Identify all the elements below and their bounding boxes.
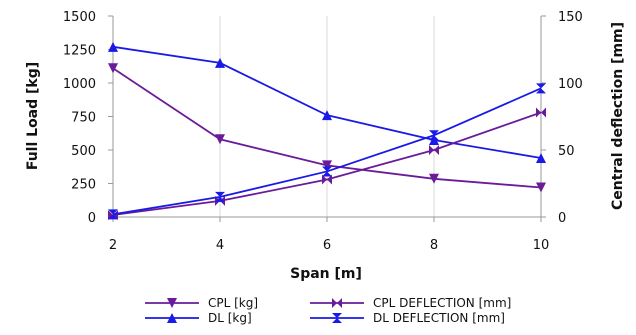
legend-label: DL DEFLECTION [mm] (373, 311, 505, 325)
data-point (429, 130, 439, 141)
left-y-tick-label: 500 (71, 144, 96, 159)
right-y-tick-label: 0 (558, 211, 566, 226)
legend-marker (167, 298, 177, 308)
data-point (322, 166, 332, 177)
left-y-tick-label: 1500 (63, 10, 96, 25)
data-point (322, 110, 332, 121)
x-tick-label: 10 (533, 238, 550, 253)
legend-marker (167, 313, 177, 323)
left-y-tick-label: 1000 (63, 77, 96, 92)
left-y-axis-title: Full Load [kg] (25, 62, 41, 170)
x-tick-label: 4 (216, 238, 224, 253)
series-0 (108, 63, 546, 193)
data-point (322, 160, 332, 171)
legend-item-0: CPL [kg] (145, 296, 258, 310)
data-point (429, 173, 439, 184)
right-y-tick-label: 150 (558, 10, 583, 25)
data-point (108, 209, 118, 220)
right-y-tick-label: 50 (558, 144, 575, 159)
data-point (536, 83, 546, 94)
left-y-tick-label: 250 (71, 178, 96, 193)
data-point (108, 63, 118, 74)
data-point (108, 41, 118, 52)
left-y-tick-label: 0 (88, 211, 96, 226)
legend-label: CPL [kg] (208, 296, 258, 310)
left-y-tick-label: 750 (71, 111, 96, 126)
data-point (215, 191, 225, 202)
data-point (536, 182, 546, 193)
series-1 (108, 41, 546, 164)
x-tick-label: 8 (430, 238, 438, 253)
left-y-tick-label: 1250 (63, 44, 96, 59)
data-point (536, 107, 546, 118)
legend-item-3: DL DEFLECTION [mm] (310, 311, 505, 325)
data-point (429, 145, 439, 155)
data-point (215, 134, 225, 145)
legend-label: CPL DEFLECTION [mm] (373, 296, 511, 310)
legend-marker (332, 313, 342, 323)
legend-item-2: CPL DEFLECTION [mm] (310, 296, 511, 310)
data-point (322, 174, 332, 185)
x-tick-label: 6 (323, 238, 331, 253)
legend-label: DL [kg] (208, 311, 252, 325)
data-point (536, 153, 546, 164)
right-y-axis-title: Central deflection [mm] (610, 22, 626, 210)
x-axis-title: Span [m] (290, 266, 362, 282)
data-point (215, 57, 225, 68)
series-layer (108, 41, 546, 220)
legend-item-1: DL [kg] (145, 311, 252, 325)
legend-marker (332, 298, 342, 308)
right-y-tick-label: 100 (558, 77, 583, 92)
x-tick-label: 2 (109, 238, 117, 253)
legend: CPL [kg]DL [kg] CPL DEFLECTION [mm]DL DEF… (145, 296, 511, 325)
series-3 (108, 83, 546, 220)
